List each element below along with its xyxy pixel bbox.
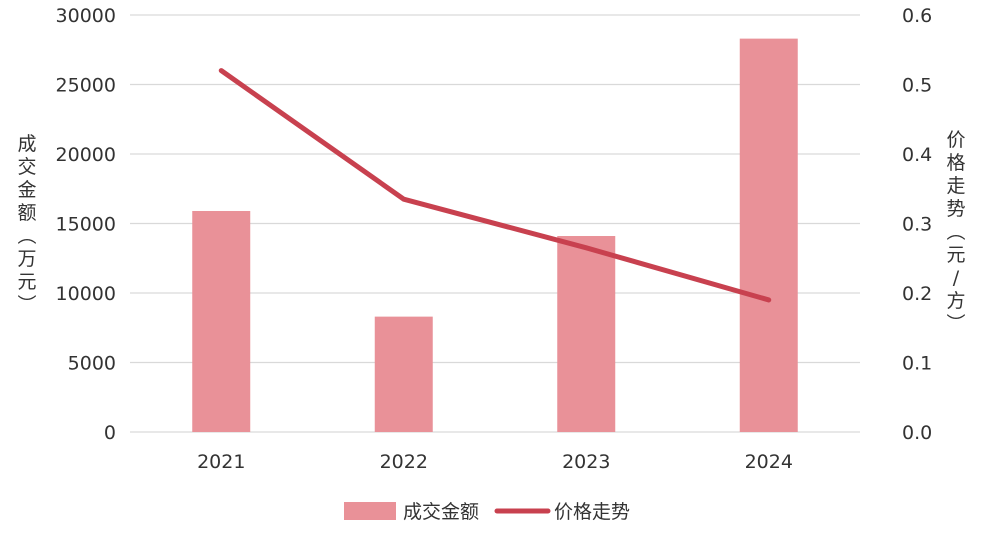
right-axis-ticks: 0.0 0.1 0.2 0.3 0.4 0.5 0.6: [902, 5, 932, 444]
left-tick-label: 15000: [56, 214, 116, 236]
legend-bar-label: 成交金额: [403, 501, 479, 523]
left-axis-title-char: 成: [17, 133, 36, 155]
legend-bar-swatch: [344, 502, 396, 520]
right-axis-title-char: 方: [946, 290, 965, 312]
left-tick-label: 0: [104, 422, 116, 444]
x-axis-ticks: 2021 2022 2023 2024: [197, 451, 793, 473]
line-series: [218, 68, 772, 303]
legend: 成交金额 价格走势: [344, 501, 630, 523]
right-axis-title-char: 格: [946, 152, 965, 174]
right-tick-label: 0.6: [902, 5, 932, 27]
right-axis-title-char: ︶: [946, 313, 965, 335]
right-tick-label: 0.5: [902, 75, 932, 97]
right-tick-label: 0.0: [902, 422, 932, 444]
left-axis-title: 成交金额︵万元︶: [17, 133, 36, 316]
right-tick-label: 0.4: [902, 144, 932, 166]
x-tick-label: 2023: [562, 451, 610, 473]
right-axis-title: 价格走势︵元/方︶: [946, 129, 965, 335]
legend-line-label: 价格走势: [554, 501, 630, 523]
x-tick-label: 2021: [197, 451, 245, 473]
right-axis-title-char: /: [953, 267, 960, 289]
right-axis-title-char: 元: [946, 244, 965, 266]
gridlines: [130, 14, 860, 433]
x-tick-label: 2024: [745, 451, 793, 473]
right-axis-label: 价格走势︵元/方︶: [946, 129, 965, 335]
left-tick-label: 25000: [56, 75, 116, 97]
left-tick-label: 10000: [56, 283, 116, 305]
right-axis-title-char: 势: [946, 198, 965, 220]
left-tick-label: 5000: [68, 353, 116, 375]
x-tick-label: 2022: [380, 451, 428, 473]
bar: [374, 316, 433, 432]
left-axis-title-char: 额: [17, 202, 36, 224]
right-tick-label: 0.2: [902, 283, 932, 305]
bar: [739, 38, 798, 432]
left-axis-title-char: 元: [17, 271, 36, 293]
right-axis-title-char: 走: [946, 175, 965, 197]
left-tick-label: 20000: [56, 144, 116, 166]
left-axis-label: 成交金额︵万元︶: [17, 133, 36, 316]
right-tick-label: 0.3: [902, 214, 932, 236]
right-tick-label: 0.1: [902, 353, 932, 375]
price-line: [218, 68, 772, 303]
left-axis-title-char: 金: [17, 179, 36, 201]
bar: [557, 236, 616, 432]
left-axis-title-char: 万: [17, 248, 36, 270]
left-axis-title-char: 交: [17, 156, 36, 178]
left-axis-title-char: ︵: [17, 225, 36, 247]
bar-series: [192, 38, 798, 432]
right-axis-title-char: ︵: [946, 221, 965, 243]
bar: [192, 210, 251, 432]
left-tick-label: 30000: [56, 5, 116, 27]
left-axis-title-char: ︶: [17, 294, 36, 316]
left-axis-ticks: 0 5000 10000 15000 20000 25000 30000: [56, 5, 116, 444]
right-axis-title-char: 价: [946, 129, 965, 151]
